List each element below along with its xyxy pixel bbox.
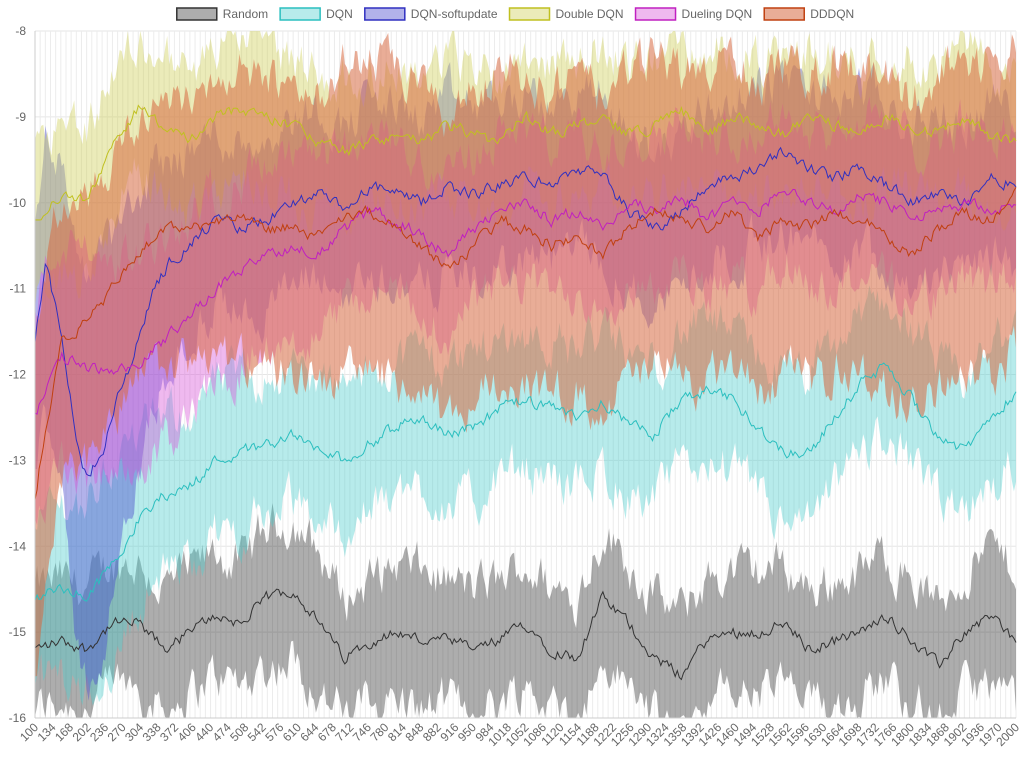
legend-swatch xyxy=(763,7,805,21)
line-double-dqn xyxy=(34,104,1017,221)
line-dqn xyxy=(34,362,1017,602)
legend[interactable]: Random DQN DQN-softupdate Double DQN Dueling… xyxy=(176,7,854,21)
legend-label: DQN-softupdate xyxy=(411,7,498,21)
legend-item-dqn[interactable]: DQN xyxy=(279,7,353,21)
legend-label: DDDQN xyxy=(810,7,854,21)
y-tick-label: -15 xyxy=(9,625,27,639)
legend-item-dddqn[interactable]: DDDQN xyxy=(763,7,854,21)
legend-item-double-dqn[interactable]: Double DQN xyxy=(508,7,624,21)
legend-label: Random xyxy=(223,7,268,21)
line-dueling-dqn xyxy=(34,188,1017,415)
legend-label: Double DQN xyxy=(556,7,624,21)
line-dddqn xyxy=(34,187,1017,500)
axes xyxy=(34,31,1016,719)
y-tick-label: -13 xyxy=(9,453,27,467)
y-tick-label: -16 xyxy=(9,711,27,725)
series-lines xyxy=(34,104,1017,681)
y-tick-label: -9 xyxy=(15,110,26,124)
line-dqn-softupdate xyxy=(34,146,1017,477)
band-dddqn xyxy=(35,32,1016,677)
legend-swatch xyxy=(279,7,321,21)
legend-swatch xyxy=(364,7,406,21)
line-random xyxy=(34,588,1017,681)
y-tick-label: -8 xyxy=(15,24,26,38)
legend-item-dqn-softupdate[interactable]: DQN-softupdate xyxy=(364,7,498,21)
y-axis-ticks: -8 -9 -10 -11 -12 -13 -14 -15 -16 xyxy=(9,24,27,725)
y-tick-label: -12 xyxy=(9,368,27,382)
legend-label: DQN xyxy=(326,7,353,21)
x-axis-ticks: 1001341682022362703043383724064404745085… xyxy=(17,720,1022,749)
legend-item-dueling-dqn[interactable]: Dueling DQN xyxy=(634,7,753,21)
legend-swatch xyxy=(634,7,677,21)
y-tick-label: -10 xyxy=(9,196,27,210)
legend-swatch xyxy=(176,7,218,21)
variance-bands xyxy=(35,31,1016,718)
legend-item-random[interactable]: Random xyxy=(176,7,268,21)
band-random xyxy=(35,503,1016,718)
y-tick-label: -14 xyxy=(9,539,27,553)
legend-label: Dueling DQN xyxy=(682,7,753,21)
y-tick-label: -11 xyxy=(10,282,27,296)
legend-swatch xyxy=(508,7,551,21)
